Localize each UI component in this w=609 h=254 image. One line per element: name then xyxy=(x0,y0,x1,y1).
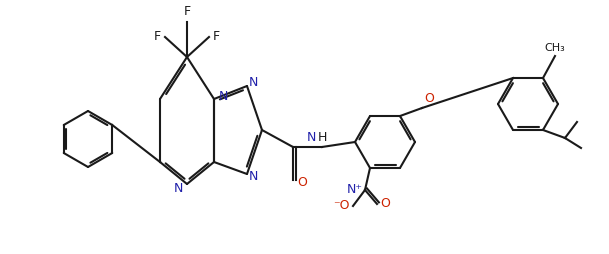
Text: H: H xyxy=(317,131,326,144)
Text: F: F xyxy=(213,30,220,43)
Text: ⁻O: ⁻O xyxy=(334,199,350,213)
Text: N: N xyxy=(219,89,228,103)
Text: N: N xyxy=(306,131,316,144)
Text: F: F xyxy=(154,30,161,43)
Text: O: O xyxy=(297,176,307,188)
Text: N: N xyxy=(249,170,258,183)
Text: N: N xyxy=(249,76,258,89)
Text: O: O xyxy=(380,197,390,211)
Text: N⁺: N⁺ xyxy=(347,183,363,197)
Text: O: O xyxy=(424,92,434,105)
Text: F: F xyxy=(183,5,191,18)
Text: CH₃: CH₃ xyxy=(544,43,565,53)
Text: N: N xyxy=(174,182,183,195)
